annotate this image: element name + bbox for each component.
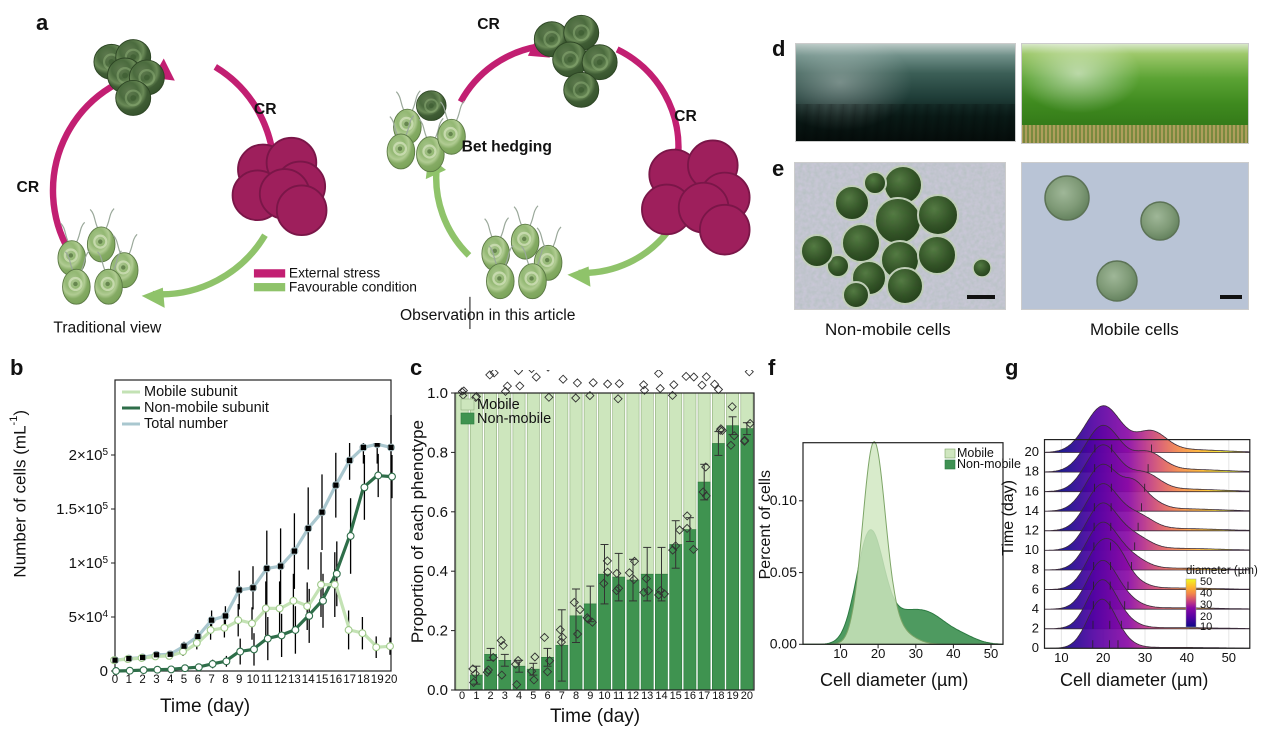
svg-text:10: 10 bbox=[1025, 542, 1039, 557]
svg-text:Mobile subunit: Mobile subunit bbox=[144, 384, 238, 400]
svg-text:19: 19 bbox=[726, 690, 738, 702]
svg-text:12: 12 bbox=[274, 674, 287, 686]
svg-text:50: 50 bbox=[1200, 576, 1212, 588]
svg-text:0.10: 0.10 bbox=[770, 492, 797, 508]
svg-text:40: 40 bbox=[1180, 650, 1194, 665]
svg-text:8: 8 bbox=[1032, 562, 1039, 577]
svg-text:0.0: 0.0 bbox=[427, 682, 448, 699]
svg-text:17: 17 bbox=[343, 674, 356, 686]
svg-text:16: 16 bbox=[684, 690, 696, 702]
svg-text:50: 50 bbox=[1222, 650, 1236, 665]
svg-text:1.5×105: 1.5×105 bbox=[56, 501, 108, 518]
svg-text:8: 8 bbox=[573, 690, 579, 702]
svg-text:2×105: 2×105 bbox=[69, 447, 109, 464]
svg-text:5×104: 5×104 bbox=[69, 609, 109, 626]
svg-text:2: 2 bbox=[488, 690, 494, 702]
svg-text:0.00: 0.00 bbox=[770, 636, 797, 652]
svg-text:13: 13 bbox=[288, 674, 301, 686]
svg-text:11: 11 bbox=[261, 674, 273, 686]
svg-text:3: 3 bbox=[153, 674, 159, 686]
svg-text:15: 15 bbox=[670, 690, 682, 702]
svg-text:20: 20 bbox=[385, 674, 398, 686]
svg-text:9: 9 bbox=[236, 674, 242, 686]
svg-text:16: 16 bbox=[1025, 483, 1039, 498]
svg-text:7: 7 bbox=[559, 690, 565, 702]
svg-text:diameter (µm): diameter (µm) bbox=[1186, 565, 1258, 577]
svg-text:17: 17 bbox=[698, 690, 710, 702]
svg-text:4: 4 bbox=[516, 690, 522, 702]
svg-text:10: 10 bbox=[1054, 650, 1068, 665]
svg-text:6: 6 bbox=[1032, 581, 1039, 596]
svg-text:10: 10 bbox=[247, 674, 260, 686]
svg-text:18: 18 bbox=[357, 674, 370, 686]
svg-text:CR: CR bbox=[17, 179, 40, 196]
svg-text:Total number: Total number bbox=[144, 416, 228, 432]
svg-text:0.6: 0.6 bbox=[427, 504, 448, 521]
svg-text:1.0: 1.0 bbox=[427, 385, 448, 402]
svg-text:0: 0 bbox=[112, 674, 118, 686]
svg-text:4: 4 bbox=[167, 674, 174, 686]
svg-text:0.2: 0.2 bbox=[427, 623, 448, 640]
svg-text:9: 9 bbox=[587, 690, 593, 702]
svg-text:20: 20 bbox=[1025, 444, 1039, 459]
svg-text:18: 18 bbox=[712, 690, 724, 702]
svg-text:8: 8 bbox=[222, 674, 228, 686]
svg-text:30: 30 bbox=[1138, 650, 1152, 665]
svg-text:6: 6 bbox=[544, 690, 550, 702]
svg-text:2: 2 bbox=[139, 674, 145, 686]
svg-text:40: 40 bbox=[1200, 588, 1212, 600]
svg-text:CR: CR bbox=[254, 101, 277, 118]
svg-text:10: 10 bbox=[598, 690, 610, 702]
svg-text:3: 3 bbox=[502, 690, 508, 702]
svg-text:Non-mobile subunit: Non-mobile subunit bbox=[144, 400, 269, 416]
svg-text:External stress: External stress bbox=[289, 266, 380, 281]
svg-text:0: 0 bbox=[100, 663, 108, 680]
svg-text:20: 20 bbox=[1096, 650, 1110, 665]
svg-text:0.4: 0.4 bbox=[427, 563, 448, 580]
svg-text:1: 1 bbox=[473, 690, 479, 702]
svg-text:Traditional view: Traditional view bbox=[53, 320, 162, 337]
svg-text:Favourable condition: Favourable condition bbox=[289, 279, 417, 294]
svg-text:14: 14 bbox=[655, 690, 667, 702]
svg-text:5: 5 bbox=[530, 690, 536, 702]
svg-text:18: 18 bbox=[1025, 464, 1039, 479]
svg-text:4: 4 bbox=[1032, 601, 1039, 616]
svg-text:14: 14 bbox=[302, 674, 315, 686]
svg-text:0: 0 bbox=[459, 690, 465, 702]
svg-text:10: 10 bbox=[1200, 621, 1212, 633]
svg-text:15: 15 bbox=[316, 674, 329, 686]
svg-text:19: 19 bbox=[371, 674, 384, 686]
svg-text:14: 14 bbox=[1025, 503, 1039, 518]
svg-text:Observation in this article: Observation in this article bbox=[400, 307, 575, 324]
svg-text:6: 6 bbox=[195, 674, 201, 686]
svg-text:CR: CR bbox=[674, 108, 697, 125]
svg-text:30: 30 bbox=[1200, 599, 1212, 611]
svg-text:1×105: 1×105 bbox=[69, 555, 109, 572]
svg-text:0.05: 0.05 bbox=[770, 564, 797, 580]
svg-text:0: 0 bbox=[1032, 640, 1039, 655]
svg-text:12: 12 bbox=[627, 690, 639, 702]
svg-text:Non-mobile: Non-mobile bbox=[477, 411, 551, 427]
svg-text:Bet hedging: Bet hedging bbox=[462, 138, 552, 155]
svg-text:CR: CR bbox=[477, 16, 500, 33]
svg-text:16: 16 bbox=[329, 674, 342, 686]
svg-text:2: 2 bbox=[1032, 620, 1039, 635]
svg-text:13: 13 bbox=[641, 690, 653, 702]
svg-text:11: 11 bbox=[613, 690, 624, 702]
svg-text:5: 5 bbox=[181, 674, 187, 686]
svg-text:7: 7 bbox=[208, 674, 214, 686]
svg-text:1: 1 bbox=[126, 674, 132, 686]
svg-text:0.8: 0.8 bbox=[427, 444, 448, 461]
svg-text:12: 12 bbox=[1025, 523, 1039, 538]
svg-text:20: 20 bbox=[741, 690, 753, 702]
